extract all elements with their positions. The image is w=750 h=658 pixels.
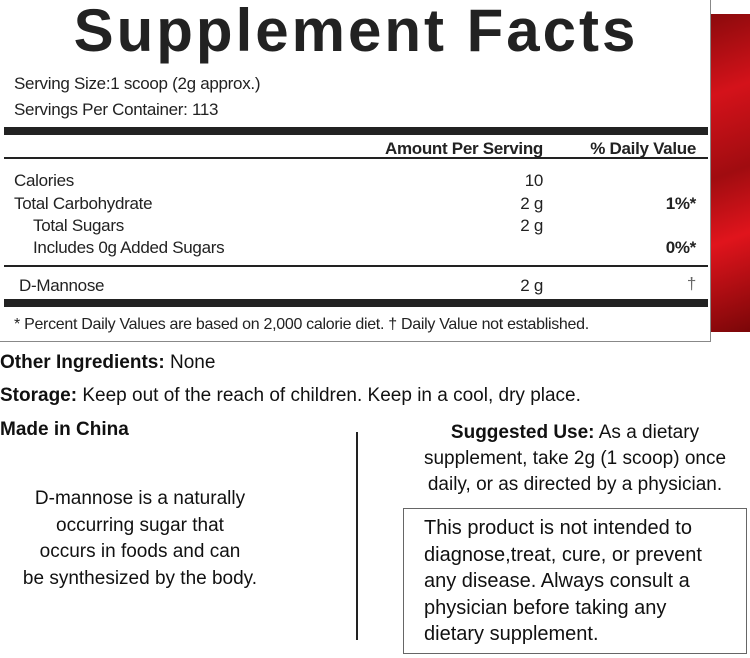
disclaimer-line: This product is not intended to (424, 517, 692, 539)
disclaimer-line: diagnose,treat, cure, or prevent (424, 543, 702, 566)
storage-value: Keep out of the reach of children. Keep … (82, 385, 581, 406)
row-name: Includes 0g Added Sugars (33, 238, 225, 257)
row-name: Calories (14, 171, 74, 190)
description-line: occurs in foods and can (39, 541, 241, 562)
suggested-use: Suggested Use: As a dietary supplement, … (400, 420, 750, 498)
row-amount: 2 g (520, 194, 543, 213)
row-name: Total Sugars (33, 216, 124, 235)
header-dv: % Daily Value (590, 139, 696, 158)
description-line: occurring sugar that (56, 514, 224, 536)
disclaimer-line: physician before taking any (424, 596, 667, 619)
dagger-mark: † (686, 274, 696, 293)
other-ingredients-label: Other Ingredients: (0, 352, 165, 373)
description: D-mannose is a naturally occurring sugar… (0, 486, 280, 592)
other-ingredients: Other Ingredients: None (0, 352, 215, 374)
divider (4, 265, 708, 267)
description-line: be synthesized by the body. (22, 567, 258, 589)
row-name: D-Mannose (19, 276, 105, 295)
product-package-edge (708, 14, 750, 332)
row-amount: 2 g (520, 216, 543, 235)
made-in: Made in China (0, 419, 129, 440)
thick-divider (4, 127, 708, 135)
row-dv: 1%* (665, 194, 697, 213)
facts-title: Supplement Facts (73, 0, 639, 64)
storage-label: Storage: (0, 385, 78, 406)
storage: Storage: Keep out of the reach of childr… (0, 385, 581, 407)
suggested-use-label: Suggested Use: (450, 422, 595, 443)
row-amount: 10 (524, 171, 544, 190)
row-name: Total Carbohydrate (14, 194, 153, 213)
row-dv: 0%* (665, 238, 697, 257)
footnote: * Percent Daily Values are based on 2,00… (14, 316, 589, 333)
suggested-use-line: daily, or as directed by a physician. (427, 474, 723, 495)
servings-per-container: Servings Per Container: 113 (14, 100, 219, 119)
thick-divider (4, 299, 708, 307)
disclaimer-line: any disease. Always consult a (424, 570, 690, 592)
suggested-use-line: supplement, take 2g (1 scoop) once (423, 448, 727, 469)
other-ingredients-value: None (169, 352, 216, 373)
disclaimer-box: This product is not intended to diagnose… (403, 508, 747, 654)
divider (4, 157, 708, 159)
description-line: D-mannose is a naturally (34, 488, 246, 509)
supplement-facts-panel: Supplement Facts Serving Size:1 scoop (2… (0, 0, 711, 342)
suggested-use-line: As a dietary (598, 422, 700, 443)
disclaimer-line: dietary supplement. (424, 623, 599, 645)
serving-size: Serving Size:1 scoop (2g approx.) (14, 74, 261, 93)
column-divider (356, 432, 358, 640)
row-amount: 2 g (520, 276, 543, 295)
header-amount: Amount Per Serving (384, 139, 543, 158)
